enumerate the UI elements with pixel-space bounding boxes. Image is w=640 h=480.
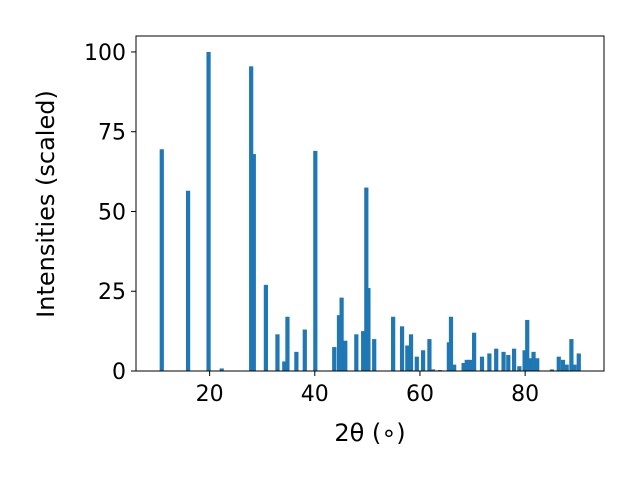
bar — [206, 51, 211, 371]
y-ticks: 0 25 50 75 100 — [84, 41, 136, 385]
bar — [479, 356, 485, 371]
y-tick-label: 0 — [112, 360, 126, 385]
x-ticks: 20 40 60 80 — [196, 371, 539, 407]
y-tick-label: 25 — [98, 280, 126, 305]
bar — [336, 315, 342, 371]
bar — [461, 363, 466, 371]
bar — [339, 297, 344, 371]
x-tick-label: 60 — [406, 382, 434, 407]
bar — [501, 351, 506, 371]
bar — [487, 353, 492, 371]
bar — [219, 368, 224, 371]
bar — [446, 342, 451, 371]
bar — [263, 284, 268, 371]
bar — [354, 334, 359, 371]
x-tick-label: 80 — [511, 382, 539, 407]
bar — [467, 359, 473, 371]
y-tick-label: 75 — [98, 121, 126, 146]
bar — [560, 359, 566, 371]
bar — [399, 326, 405, 371]
bar — [302, 329, 307, 371]
bar — [427, 339, 432, 371]
bar — [556, 356, 561, 371]
bar — [525, 319, 530, 371]
x-tick-label: 40 — [301, 382, 329, 407]
bar — [294, 351, 299, 371]
bar — [569, 339, 574, 371]
bar — [472, 332, 477, 371]
bar — [275, 334, 280, 371]
bar — [185, 190, 191, 371]
bar — [313, 150, 318, 371]
bar — [506, 355, 511, 371]
bar — [464, 359, 469, 371]
bars-layer — [159, 51, 581, 371]
bar — [282, 361, 287, 371]
bar — [372, 339, 377, 371]
bar — [421, 350, 426, 371]
bar — [391, 316, 396, 371]
bar — [159, 149, 164, 371]
bar — [405, 345, 410, 371]
bar — [251, 154, 256, 371]
bar — [572, 364, 577, 371]
bar — [448, 316, 454, 371]
bar — [527, 358, 532, 371]
x-axis-label: 2θ (∘) — [334, 419, 405, 447]
bar — [576, 353, 581, 371]
bar — [431, 369, 436, 371]
bar — [361, 331, 366, 371]
bar — [535, 358, 540, 371]
bar — [517, 366, 522, 371]
bar — [364, 187, 369, 371]
bar — [414, 356, 419, 371]
bar — [343, 340, 348, 371]
bar — [366, 288, 371, 371]
bar — [285, 316, 290, 371]
plot-frame — [135, 35, 605, 372]
y-tick-label: 50 — [98, 200, 126, 225]
bar — [564, 364, 569, 371]
bar — [408, 334, 414, 371]
bar — [332, 347, 337, 371]
x-tick-label: 20 — [196, 382, 224, 407]
y-tick-label: 100 — [84, 41, 126, 66]
bar — [549, 369, 555, 371]
bar — [452, 364, 457, 371]
bar — [511, 348, 517, 371]
bar — [531, 351, 536, 371]
y-axis-label: Intensities (scaled) — [32, 90, 60, 318]
bar — [249, 66, 254, 371]
bar — [522, 350, 527, 371]
bar — [494, 348, 499, 371]
